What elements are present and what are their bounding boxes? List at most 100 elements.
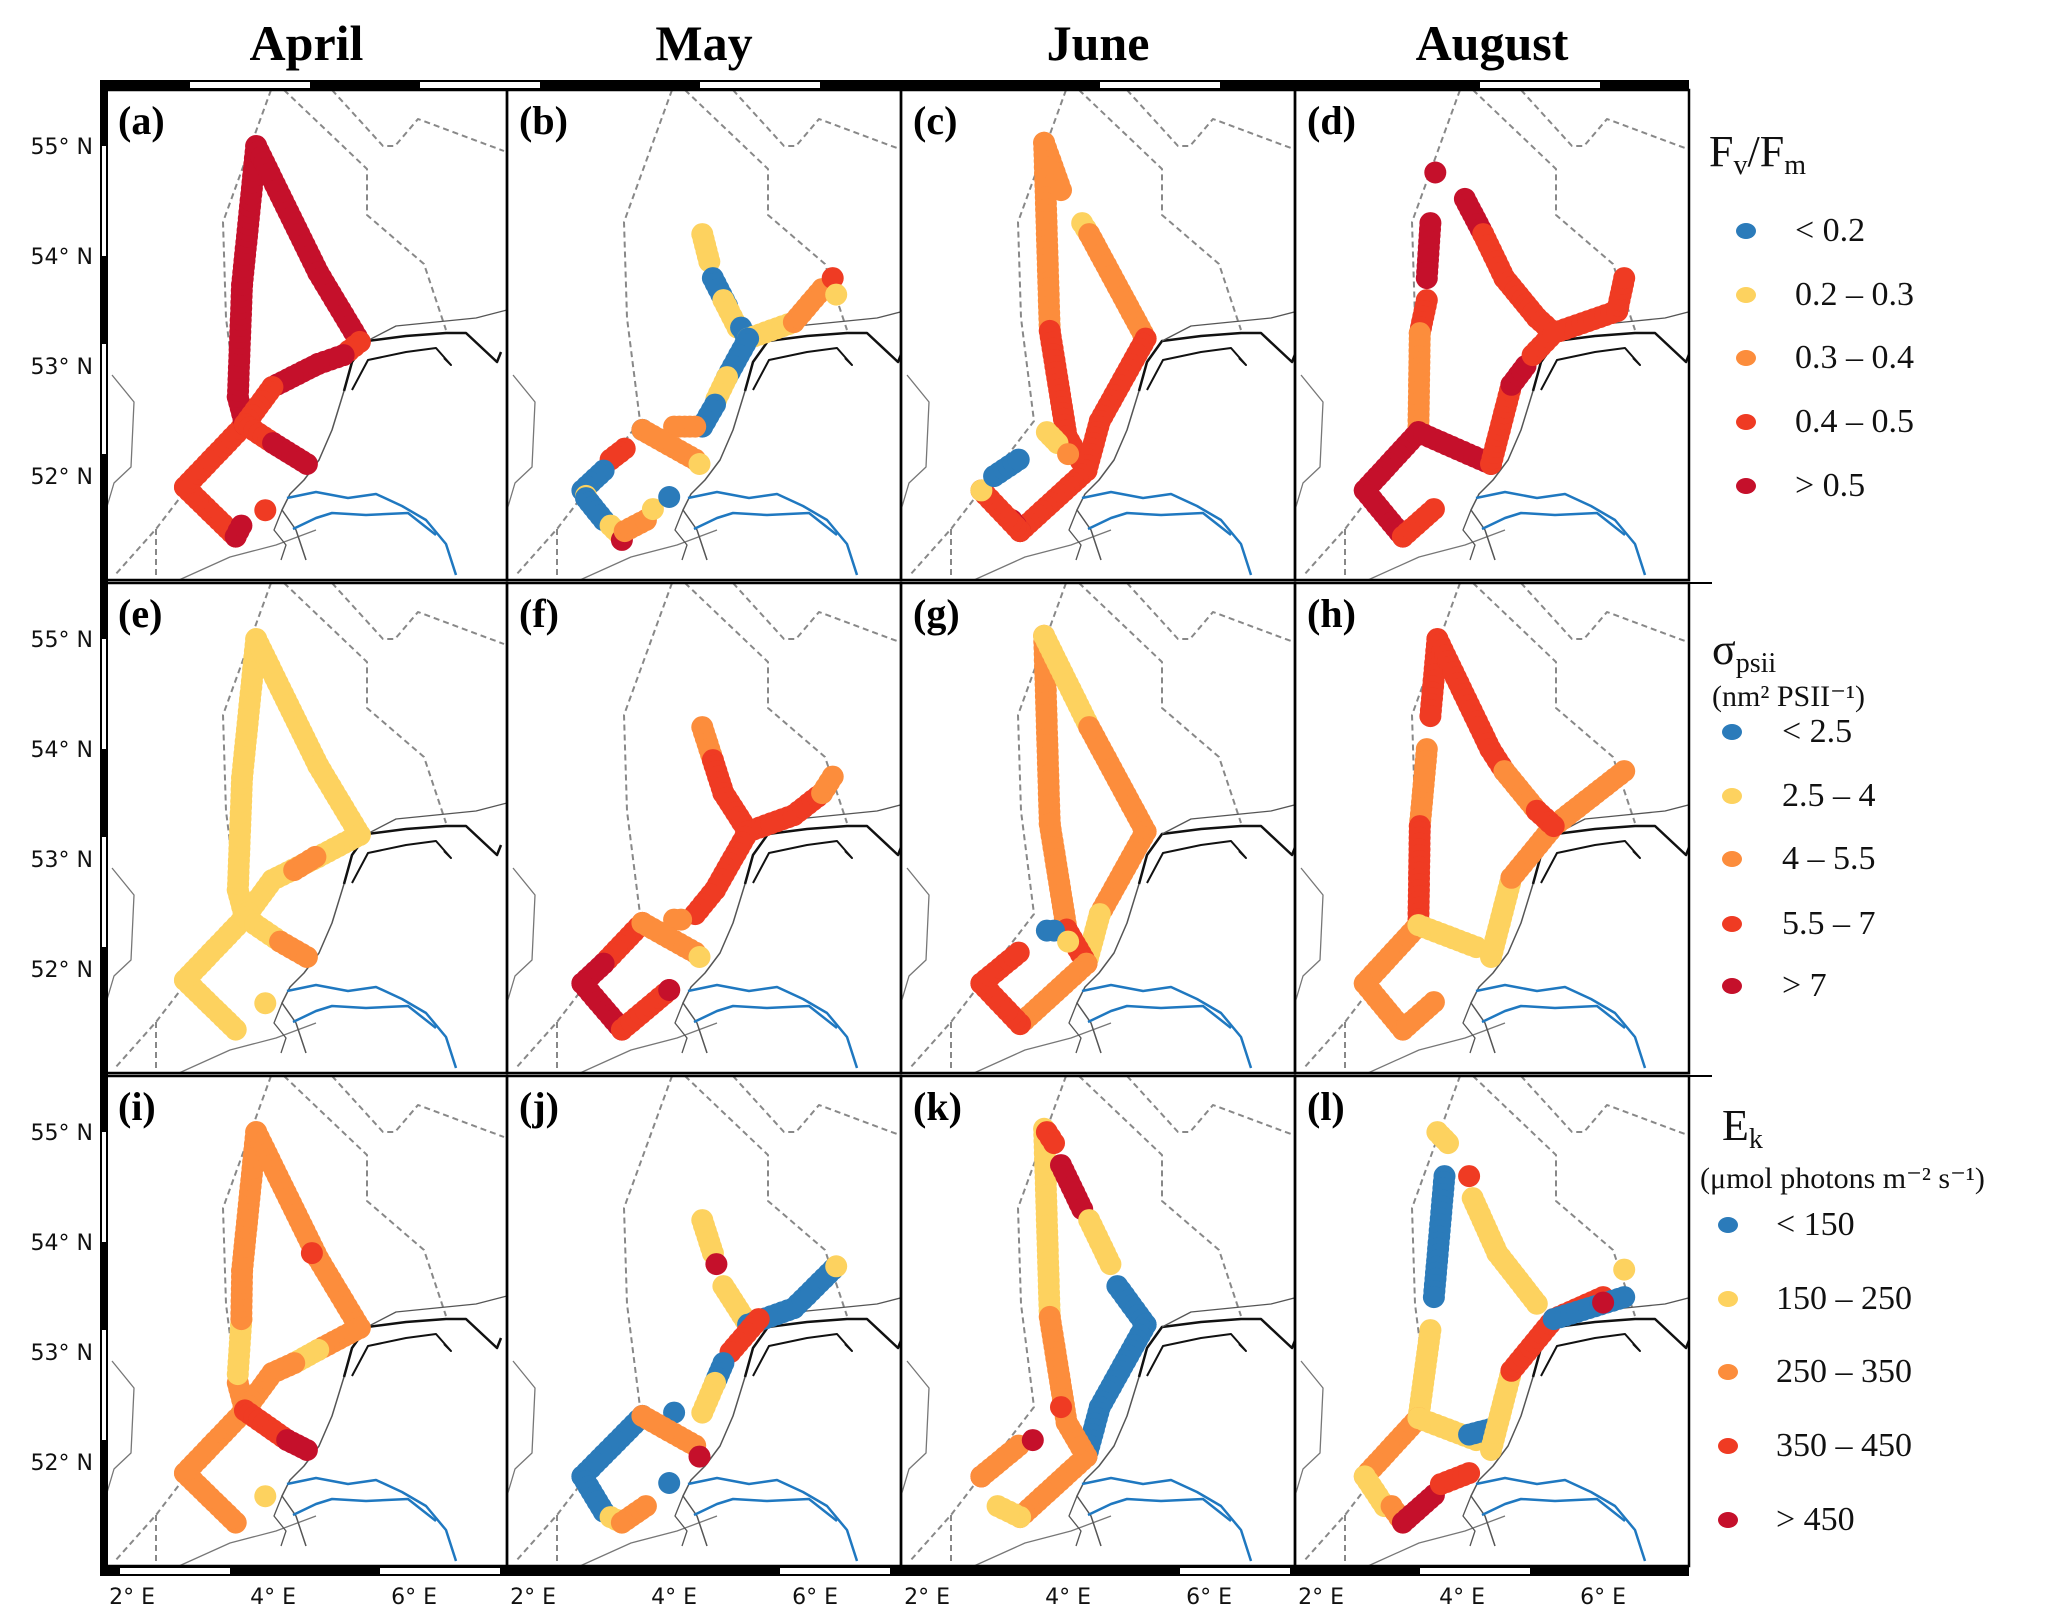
lat-tick-label: 53° N [31,355,93,380]
legend-item: 250 – 350 [1718,1353,1912,1390]
legend-swatch [1722,788,1742,804]
lon-tick-label: 6° E [792,1585,838,1610]
legend-item: > 0.5 [1736,467,1865,504]
lon-tick-label: 4° E [651,1585,697,1610]
legend-label: < 0.2 [1795,212,1865,249]
panel-label: (b) [519,98,568,143]
track-point [1043,1132,1065,1155]
legend-swatch [1736,287,1756,303]
lon-tick-label: 4° E [250,1585,296,1610]
cruise-track [1353,1121,1636,1534]
track-point [1419,705,1442,728]
panel-label: (i) [118,1084,156,1129]
track-point [1613,1286,1636,1309]
top-frame-bar [100,80,1695,90]
legend-swatch [1736,478,1756,494]
basemap [1295,1076,1696,1566]
cruise-track [1353,628,1636,1041]
legend-swatch [1718,1291,1738,1307]
track-point [634,1495,657,1518]
track-point [1525,1292,1548,1315]
basemap [1295,90,1696,580]
map-panel-b: (b) [505,88,908,582]
panel-label: (c) [913,98,957,143]
track-point [1613,267,1636,290]
map-panel-k: (k) [899,1074,1297,1568]
basemap [1295,583,1696,1073]
legend-swatch [1722,851,1742,867]
panel-label: (a) [118,98,165,143]
track-point [1458,1165,1481,1188]
legend-label: 2.5 – 4 [1782,777,1876,814]
basemap [901,583,1302,1073]
track-point [658,979,681,1001]
legend-label: 0.3 – 0.4 [1795,339,1914,376]
panel-border [505,581,903,1075]
track-point [658,1472,681,1494]
track-point [1057,443,1080,466]
track-point [1099,1253,1122,1276]
lat-tick-label: 54° N [31,245,93,270]
cruise-track [970,624,1157,1036]
legend-swatch [1722,916,1742,932]
panel-border [1293,581,1691,1075]
lat-tick-label: 53° N [31,1341,93,1366]
panel-label: (g) [913,591,960,636]
track-point [821,267,844,290]
legend-title: Fv/Fm [1709,127,1806,181]
legend-item: < 0.2 [1736,212,1865,249]
track-point [986,1495,1009,1518]
legend-item: 2.5 – 4 [1722,777,1876,814]
cruise-track [970,131,1157,543]
track-point [1422,991,1445,1014]
lon-tick-label: 2° E [1298,1585,1344,1610]
panel-label: (l) [1307,1084,1345,1129]
track-point [1050,1396,1072,1419]
panel-border [104,581,509,1075]
cruise-track [174,135,371,548]
panel-border [505,1074,903,1568]
track-point [698,250,721,273]
legend-item: 4 – 5.5 [1722,840,1876,877]
column-title-april: April [250,15,364,71]
legend-label: > 0.5 [1795,467,1865,504]
legend-item: < 150 [1718,1206,1855,1243]
lon-tick-label: 2° E [109,1585,155,1610]
track-point [825,1255,848,1278]
track-point [1050,179,1072,202]
column-title-may: May [655,15,752,71]
legend-swatch [1736,223,1756,239]
legend-title: Ek [1722,1101,1763,1155]
track-point [1057,930,1080,953]
panel-label: (j) [519,1084,559,1129]
basemap [507,90,908,580]
panel-border [1293,1074,1691,1568]
panel-label: (f) [519,591,559,636]
legend-sigma-psii: σpsii (nm² PSII⁻¹) < 2.5 2.5 – 4 4 – 5.5 5.… [1712,625,1876,1004]
legend-label: < 2.5 [1782,713,1852,750]
track-point [1422,1286,1445,1309]
legend-item: > 7 [1722,967,1827,1004]
track-point [970,479,993,502]
map-panel-j: (j) [505,1074,903,1568]
basemap [106,90,507,580]
legend-label: 0.4 – 0.5 [1795,403,1914,440]
track-point [1542,322,1565,345]
legend-label: > 450 [1776,1501,1855,1538]
legend-fv-fm: Fv/Fm < 0.2 0.2 – 0.3 0.3 – 0.4 0.4 – 0.5 > … [1709,127,1914,504]
map-panel-c: (c) [899,88,1297,582]
legend-swatch [1736,350,1756,366]
legend-item: 5.5 – 7 [1722,905,1876,942]
legend-unit: (μmol photons m⁻² s⁻¹) [1700,1162,1985,1195]
cruise-track [1353,161,1636,548]
map-panel-g: (g) [899,581,1302,1075]
legend-unit: (nm² PSII⁻¹) [1712,680,1865,713]
lat-tick-label: 55° N [31,135,93,160]
map-panels: (a) (b) (c) (d) (e) (f) (g) (h) (i) (j) (k) (l) [104,88,1696,1568]
panel-label: (e) [118,591,162,636]
track-point [295,453,318,475]
legend-swatch [1718,1512,1738,1528]
basemap [106,1076,507,1566]
lon-tick-label: 6° E [1580,1585,1626,1610]
